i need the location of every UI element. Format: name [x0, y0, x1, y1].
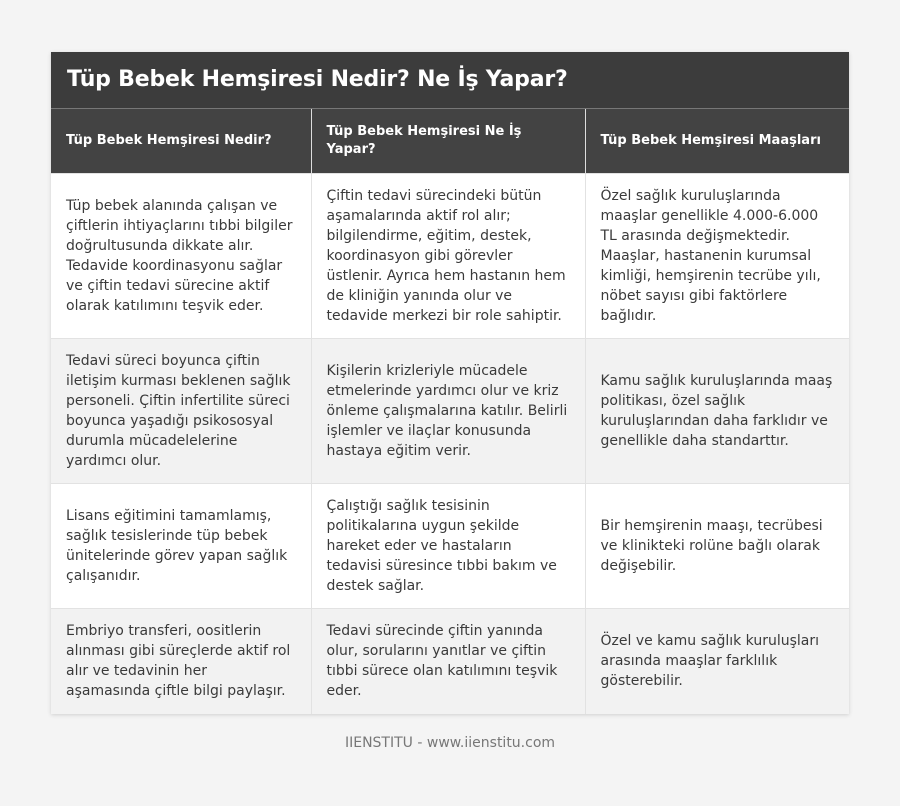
table-cell: Kamu sağlık kuruluşlarında maaş politika… — [585, 338, 849, 484]
table-cell: Tüp bebek alanında çalışan ve çiftlerin … — [51, 173, 312, 339]
info-table: Tüp Bebek Hemşiresi Nedir? Tüp Bebek Hem… — [51, 109, 849, 714]
table-cell: Kişilerin krizleriyle mücadele etmelerin… — [311, 338, 586, 484]
page-title: Tüp Bebek Hemşiresi Nedir? Ne İş Yapar? — [51, 52, 849, 109]
table-cell: Lisans eğitimini tamamlamış, sağlık tesi… — [51, 483, 312, 609]
table-cell: Tedavi sürecinde çiftin yanında olur, so… — [311, 608, 586, 714]
table-cell: Çiftin tedavi sürecindeki bütün aşamalar… — [311, 173, 586, 339]
table-row: Embriyo transferi, oositlerin alınması g… — [51, 608, 849, 714]
content-card: Tüp Bebek Hemşiresi Nedir? Ne İş Yapar? … — [51, 52, 849, 714]
table-row: Lisans eğitimini tamamlamış, sağlık tesi… — [51, 483, 849, 609]
header-row: Tüp Bebek Hemşiresi Nedir? Tüp Bebek Hem… — [51, 109, 849, 174]
table-cell: Özel ve kamu sağlık kuruluşları arasında… — [585, 608, 849, 714]
table-row: Tüp bebek alanında çalışan ve çiftlerin … — [51, 173, 849, 339]
table-cell: Özel sağlık kuruluşlarında maaşlar genel… — [585, 173, 849, 339]
table-cell: Tedavi süreci boyunca çiftin iletişim ku… — [51, 338, 312, 484]
table-cell: Bir hemşirenin maaşı, tecrübesi ve klini… — [585, 483, 849, 609]
column-header: Tüp Bebek Hemşiresi Nedir? — [51, 109, 312, 174]
table-row: Tedavi süreci boyunca çiftin iletişim ku… — [51, 338, 849, 484]
footer-credit: IIENSTITU - www.iienstitu.com — [344, 735, 556, 751]
column-header: Tüp Bebek Hemşiresi Maaşları — [585, 109, 849, 174]
table-cell: Çalıştığı sağlık tesisinin politikaların… — [311, 483, 586, 609]
column-header: Tüp Bebek Hemşiresi Ne İş Yapar? — [311, 109, 586, 174]
table-cell: Embriyo transferi, oositlerin alınması g… — [51, 608, 312, 714]
